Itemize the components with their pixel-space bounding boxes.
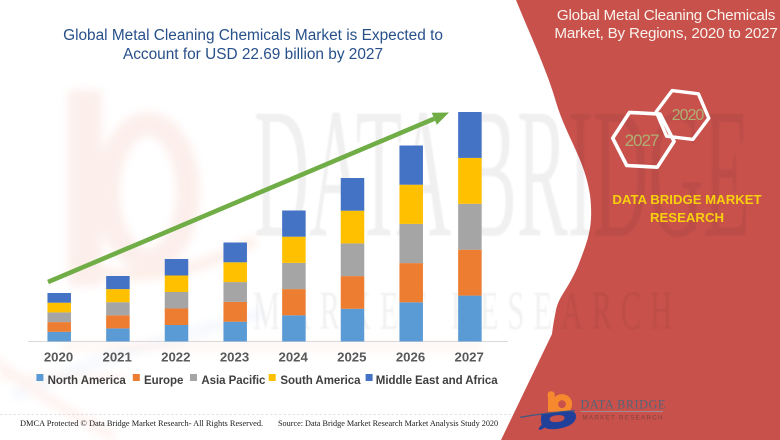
- svg-text:2027: 2027: [625, 131, 659, 150]
- svg-text:2026: 2026: [396, 350, 425, 365]
- svg-text:Europe: Europe: [144, 375, 183, 387]
- svg-text:Asia Pacific: Asia Pacific: [201, 375, 266, 387]
- svg-text:2020: 2020: [44, 350, 73, 365]
- svg-text:South America: South America: [280, 375, 361, 387]
- svg-text:2021: 2021: [103, 350, 132, 365]
- svg-text:2024: 2024: [279, 350, 309, 365]
- svg-text:2020: 2020: [672, 107, 705, 124]
- svg-text:2027: 2027: [455, 350, 484, 365]
- svg-text:MARKET RESEARCH: MARKET RESEARCH: [583, 415, 664, 422]
- svg-text:2022: 2022: [161, 350, 190, 365]
- svg-text:North America: North America: [48, 375, 127, 387]
- svg-text:2025: 2025: [337, 350, 366, 365]
- svg-text:DATA BRIDGE: DATA BRIDGE: [254, 69, 750, 276]
- svg-text:Middle East and Africa: Middle East and Africa: [376, 375, 498, 387]
- svg-text:2023: 2023: [220, 350, 249, 365]
- svg-text:DATA BRIDGE: DATA BRIDGE: [581, 398, 666, 412]
